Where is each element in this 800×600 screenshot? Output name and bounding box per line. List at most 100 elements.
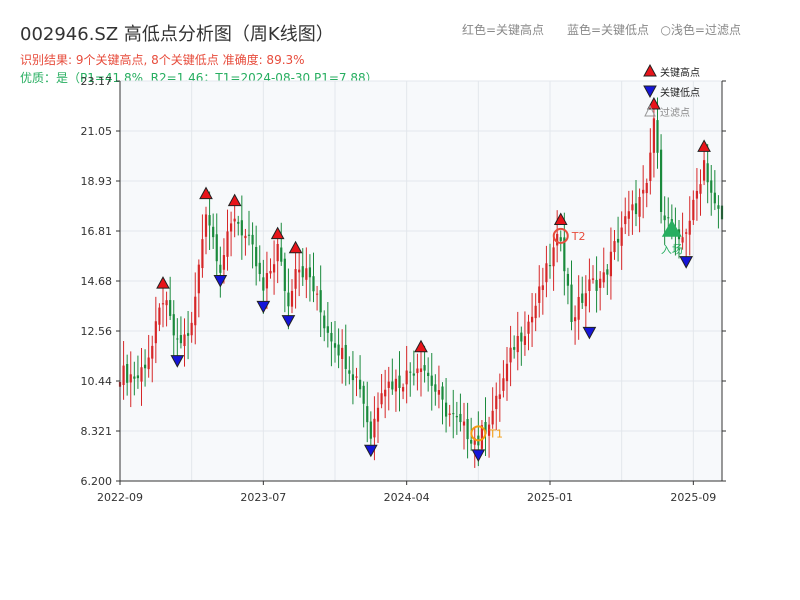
candle-body [706,163,709,183]
candle-body [616,238,620,243]
candle-body [634,203,638,215]
candle-body [326,326,329,333]
candle-body [183,334,186,347]
candle-body [208,215,211,226]
candle-body [194,296,197,326]
candle-body [695,190,699,199]
candle-body [133,376,136,379]
candle-body [301,266,304,278]
candle-body [333,343,337,348]
key-low-marker [256,300,271,314]
legend-filtered-icon [644,104,656,117]
y-tick-label: 16.81 [81,225,113,238]
candle-body [649,152,652,181]
candle-body [688,220,691,235]
candle-body [319,290,322,313]
chart-title: 002946.SZ 高低点分析图（周K线图） [20,24,334,45]
candle-body [545,263,548,283]
candle-body [412,373,415,376]
candle-body [602,272,605,283]
candle-body [566,273,570,286]
candle-body [624,216,627,225]
key-high-marker [199,186,213,200]
candle-body [423,365,426,371]
candle-body [143,364,147,369]
candle-body [212,226,215,238]
t1-label: T1 [488,427,503,440]
key-high-marker [288,240,303,254]
candle-body [455,415,458,418]
candle-body [262,277,265,291]
candle-body [151,345,154,359]
candle-body [681,237,684,243]
candle-body [405,370,408,385]
legend-label: 关键高点 [660,66,700,79]
candle-body [161,303,165,305]
candle-body [416,368,419,374]
key-low-marker [471,449,486,462]
candle-body [122,365,125,386]
candle-body [520,332,523,342]
candle-body [179,335,183,344]
candle-body [283,258,286,292]
candle-body [516,335,519,353]
candle-body [401,387,405,392]
candle-body [197,264,200,294]
candle-body [337,344,340,356]
candle-body [394,378,398,392]
entry-label: 入场 [661,242,683,256]
color-legend-note: 红色=关键高点 蓝色=关键低点 ○浅色=过滤点 [462,23,741,37]
candle-body [280,247,283,262]
y-tick-label: 6.200 [81,475,113,488]
candle-body [366,406,369,423]
candle-body [642,189,645,194]
candle-body [190,322,193,336]
candle-body [452,413,455,415]
candle-body [502,378,505,391]
key-low-marker [170,355,185,368]
candle-body [459,413,462,423]
candle-body [355,376,358,378]
candle-body [441,386,444,400]
candle-body [541,285,544,290]
candle-body [710,180,713,193]
key-high-marker [553,212,568,226]
candle-body [419,368,423,372]
candle-body [219,264,222,273]
candle-body [348,370,351,374]
candle-body [663,215,666,221]
key-low-marker [281,315,296,328]
candle-body [659,149,663,212]
candle-body [538,286,541,303]
candle-body [201,239,204,269]
candle-body [702,160,706,181]
candle-body [573,317,577,322]
legend-label: 过滤点 [660,106,690,119]
key-low-marker [213,275,228,288]
candle-body [287,292,290,307]
key-low-marker [363,444,378,458]
candle-body [323,315,326,329]
candle-body [685,232,688,234]
candle-body [427,372,430,377]
t2-circle [552,227,569,244]
candle-body [265,273,269,289]
candle-body [204,214,208,237]
candle-body [620,227,623,246]
candle-body [591,278,595,280]
t2-label: T2 [571,230,586,243]
legend-high-icon [643,63,657,77]
candle-body [470,440,473,444]
candle-body [437,390,441,395]
candle-body [169,300,172,316]
candle-body [308,267,312,278]
candle-body [409,371,412,373]
candle-body [631,204,634,211]
candle-body [667,217,670,219]
candle-body [563,237,566,272]
candle-body [126,364,129,383]
candle-body [595,279,598,291]
key-high-marker [227,193,242,207]
result-summary: 识别结果: 9个关键高点, 8个关键低点 准确度: 89.3% [20,53,305,67]
